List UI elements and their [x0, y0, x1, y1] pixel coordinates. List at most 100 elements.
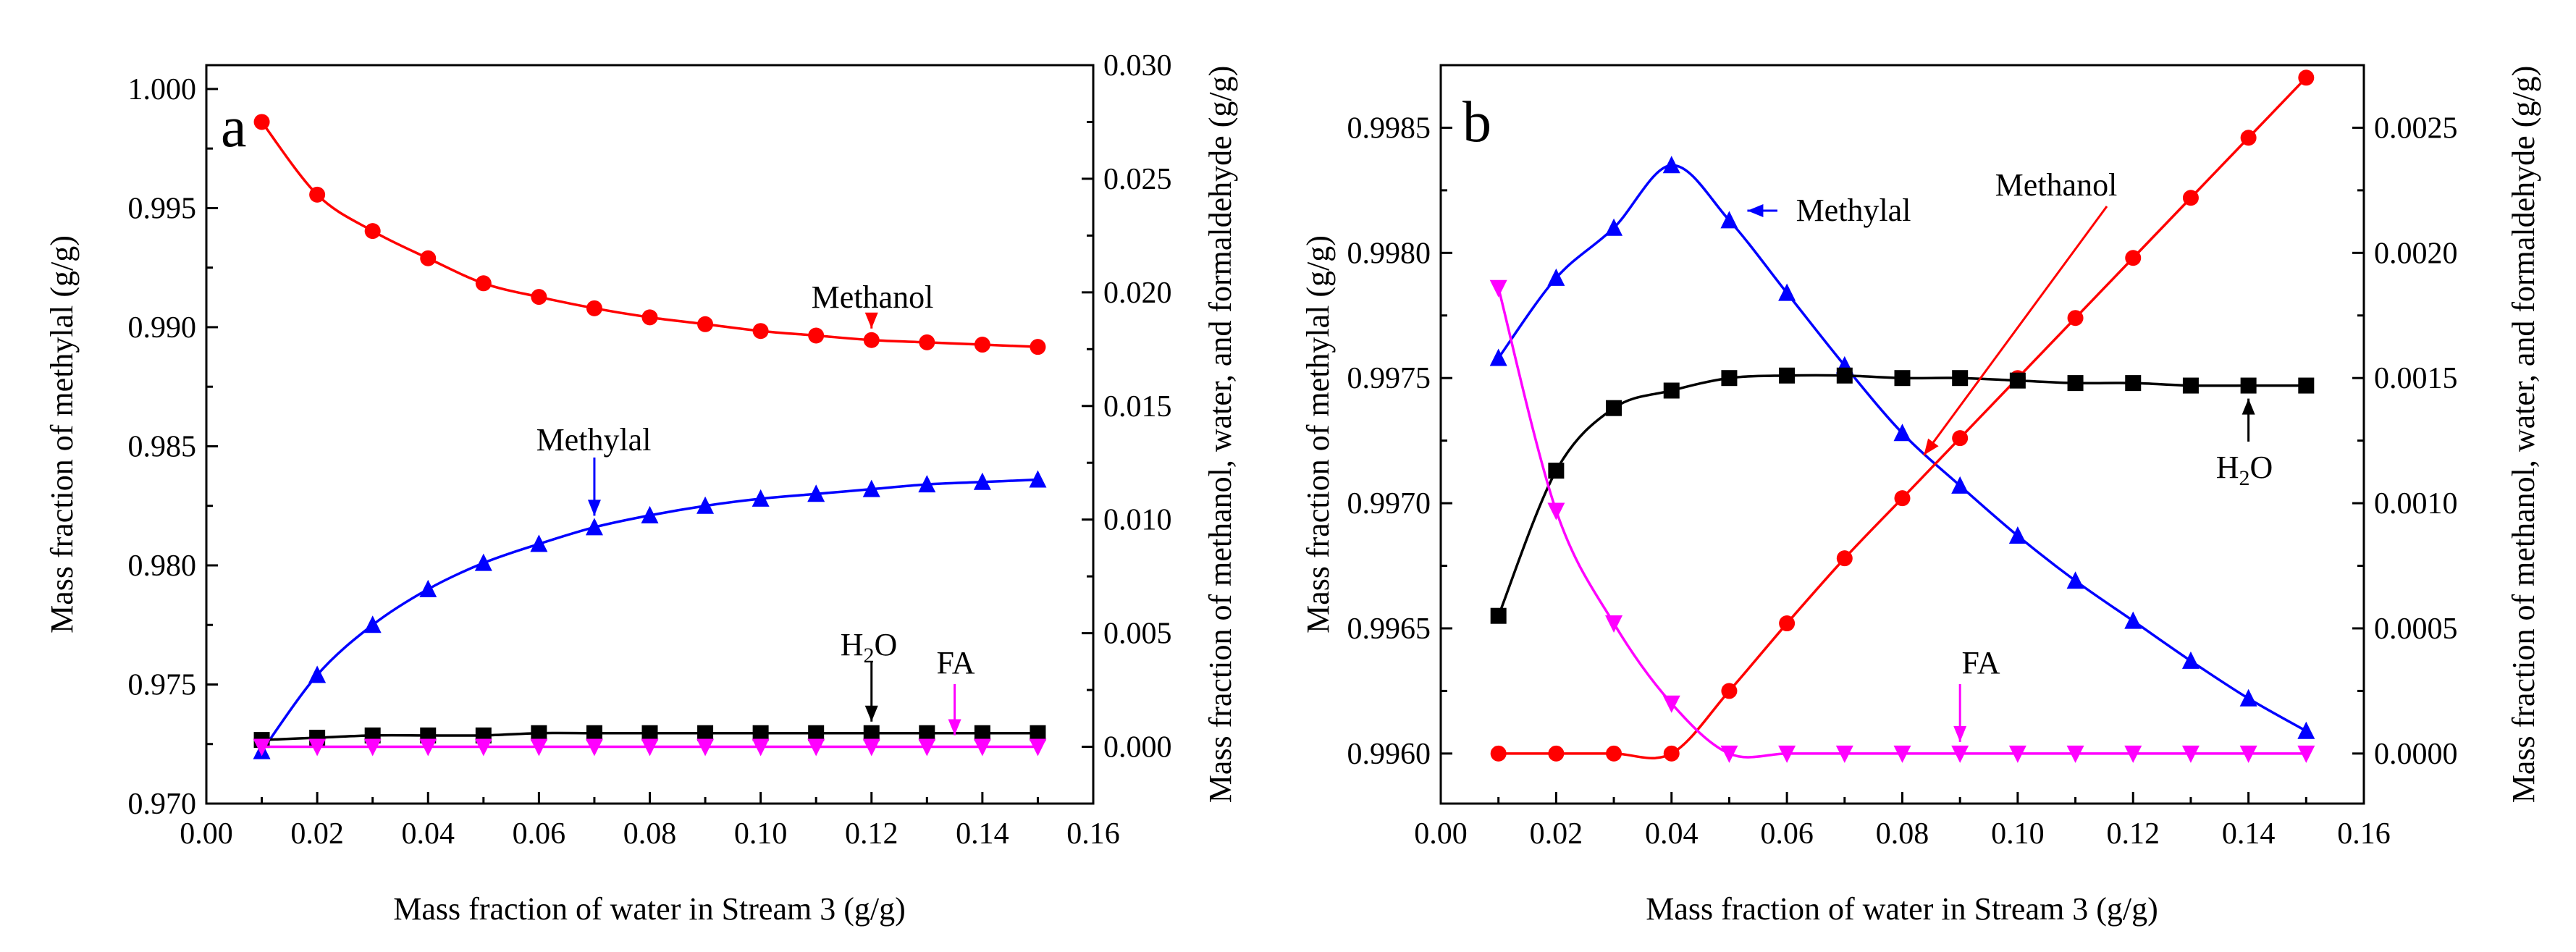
x-tick-label: 0.14: [2222, 817, 2276, 851]
data-point-methanol: [531, 289, 547, 306]
data-point-methanol: [475, 275, 492, 292]
data-point-methylal: [752, 489, 770, 507]
data-point-fa: [1489, 279, 1507, 298]
data-point-methanol: [1952, 430, 1969, 447]
y-tick-label: 0.970: [128, 788, 197, 821]
y2-tick-label: 0.0025: [2374, 111, 2458, 145]
data-point-fa: [2239, 745, 2257, 763]
data-point-h2o: [808, 725, 825, 741]
data-point-methanol: [1721, 683, 1738, 699]
data-point-methanol: [697, 316, 714, 332]
data-point-methanol: [641, 309, 658, 326]
data-point-methylal: [2239, 688, 2257, 707]
series-methylal: [253, 470, 1047, 759]
series-methylal: [1489, 156, 2315, 739]
data-point-h2o: [586, 725, 602, 741]
data-point-fa: [1893, 745, 1911, 763]
annotation-methylal: Methylal: [536, 422, 652, 458]
annotation-arrow-head: [864, 705, 878, 722]
x-tick-label: 0.10: [734, 817, 788, 851]
data-point-h2o: [2125, 375, 2142, 392]
data-point-methylal: [2181, 651, 2200, 669]
data-point-h2o: [2182, 377, 2199, 394]
data-point-methanol: [752, 323, 769, 340]
y-tick-label: 0.980: [128, 549, 197, 583]
y2-tick-label: 0.0015: [2374, 362, 2458, 395]
x-tick-label: 0.12: [845, 817, 898, 851]
x-tick-label: 0.04: [402, 817, 455, 851]
data-point-methylal: [1662, 156, 1680, 174]
x-tick-label: 0.06: [513, 817, 566, 851]
data-point-h2o: [1894, 370, 1911, 387]
data-point-fa: [973, 738, 991, 757]
data-point-fa: [2066, 745, 2084, 763]
annotation-arrow-head: [864, 312, 878, 329]
data-point-h2o: [641, 725, 658, 741]
data-point-methylal: [474, 553, 492, 571]
data-point-methylal: [807, 484, 825, 502]
data-point-fa: [1547, 502, 1565, 521]
data-point-fa: [585, 738, 603, 757]
data-point-h2o: [2240, 377, 2257, 394]
data-point-methanol: [2240, 130, 2257, 146]
data-point-h2o: [697, 725, 714, 741]
data-point-methylal: [2008, 526, 2026, 544]
y2-tick-label: 0.010: [1103, 504, 1172, 537]
panel-a-letter: a: [221, 96, 247, 159]
data-point-h2o: [2067, 375, 2084, 392]
data-point-methylal: [641, 505, 659, 523]
x-tick-label: 0.16: [1066, 817, 1120, 851]
data-point-methanol: [2125, 250, 2142, 266]
x-tick-label: 0.08: [623, 817, 677, 851]
series-fa: [1489, 279, 2315, 763]
y-tick-label: 0.995: [128, 192, 197, 225]
data-point-methylal: [1893, 424, 1911, 442]
x-tick-label: 0.04: [1645, 817, 1699, 851]
data-point-methylal: [918, 475, 936, 493]
data-point-h2o: [1779, 367, 1796, 384]
data-point-methanol: [808, 327, 825, 344]
y-tick-label: 0.9985: [1347, 111, 1431, 145]
data-point-fa: [530, 738, 548, 757]
data-point-fa: [1951, 745, 1969, 763]
y2-tick-label: 0.020: [1103, 277, 1172, 310]
data-point-fa: [918, 738, 936, 757]
data-point-h2o: [1548, 463, 1565, 479]
y2-tick-label: 0.0000: [2374, 738, 2458, 771]
series-line-h2o: [1497, 374, 2307, 617]
panel-a: 0.00 0.02 0.04 0.06 0.08 0.10 0.12 0.14 0.16 0.9…: [44, 49, 1238, 927]
annotation-h2o: H2O: [841, 627, 898, 667]
data-point-fa: [474, 738, 492, 757]
data-point-methylal: [973, 472, 991, 490]
panel-b-y2-ticks: 0.0000 0.0005 0.0010 0.0015 0.0020 0.0025: [2352, 111, 2458, 771]
x-tick-label: 0.02: [290, 817, 344, 851]
data-point-methylal: [530, 534, 548, 552]
panel-b-series: [1489, 69, 2315, 763]
x-tick-label: 0.14: [956, 817, 1009, 851]
data-point-fa: [807, 738, 825, 757]
x-tick-label: 0.00: [1414, 817, 1468, 851]
data-point-fa: [1605, 615, 1623, 633]
data-point-methanol: [2298, 69, 2315, 86]
data-point-methylal: [1489, 348, 1507, 366]
series-methanol: [1490, 69, 2315, 762]
panel-a-y-axis-label: Mass fraction of methylal (g/g): [44, 235, 80, 633]
data-point-methanol: [1836, 550, 1853, 567]
y-tick-label: 0.990: [128, 311, 197, 345]
data-point-fa: [752, 738, 770, 757]
data-point-methanol: [1030, 339, 1046, 355]
panel-a-x-ticks: 0.00 0.02 0.04 0.06 0.08 0.10 0.12 0.14 0.16: [180, 792, 1120, 851]
series-h2o: [1490, 367, 2315, 624]
y-tick-label: 1.000: [128, 73, 197, 106]
data-point-fa: [641, 738, 659, 757]
series-methanol: [253, 114, 1046, 355]
data-point-methanol: [420, 250, 437, 266]
data-point-fa: [1029, 738, 1047, 757]
panel-b-letter: b: [1462, 90, 1491, 154]
data-point-methanol: [1490, 745, 1507, 762]
annotation-arrow-head: [1953, 725, 1967, 742]
annotation-arrow-head: [1924, 438, 1939, 455]
data-point-h2o: [919, 725, 935, 741]
y-tick-label: 0.9980: [1347, 237, 1431, 270]
annotation-fa: FA: [1962, 645, 2000, 681]
